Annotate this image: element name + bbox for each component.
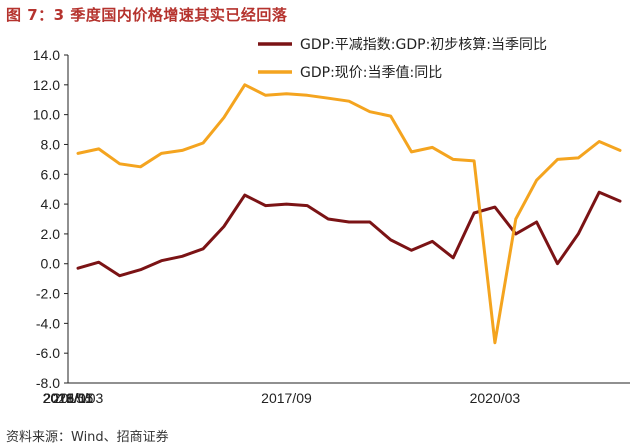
y-tick-label: 8.0 (41, 136, 61, 152)
y-tick-label: 6.0 (41, 166, 61, 182)
y-tick-label: 0.0 (41, 256, 61, 272)
figure-title: 图 7：3 季度国内价格增速其实已经回落 (6, 6, 288, 24)
source-note: 资料来源：Wind、招商证券 (6, 430, 169, 445)
x-tick-label: 2018/07 (43, 390, 94, 406)
y-tick-label: 4.0 (41, 196, 61, 212)
y-tick-label: -8.0 (36, 375, 60, 391)
chart-series (76, 83, 622, 345)
x-tick-label: 2021/01 (43, 390, 94, 406)
series-line-gdp-deflator (76, 190, 622, 278)
y-tick-label: -2.0 (36, 286, 60, 302)
x-tick-label: 2015/03 (53, 390, 104, 406)
legend-label: GDP:平减指数:GDP:初步核算:当季同比 (300, 36, 547, 53)
y-tick-label: -4.0 (36, 315, 60, 331)
x-tick-label: 2019/05 (43, 390, 94, 406)
y-tick-label: 12.0 (33, 77, 60, 93)
y-axis-ticks: 14.0 12.0 10.0 8.0 6.0 4.0 2.0 0.0 -2.0 -4.0 -6.0 -… (33, 47, 68, 391)
x-tick-label: 2020/03 (470, 390, 521, 406)
y-tick-label: 14.0 (33, 47, 60, 63)
legend-label: GDP:现价:当季值:同比 (300, 65, 442, 81)
chart-axes (67, 55, 630, 384)
x-tick-label: 2016/01 (43, 390, 94, 406)
y-tick-label: 2.0 (41, 226, 61, 242)
chart-legend: GDP:平减指数:GDP:初步核算:当季同比 GDP:现价:当季值:同比 (258, 36, 547, 81)
y-tick-label: 10.0 (33, 107, 60, 123)
x-tick-label: 2016/11 (43, 390, 93, 406)
series-line-gdp-current-price (76, 83, 622, 345)
x-tick-label: 2017/09 (261, 390, 312, 406)
y-tick-label: -6.0 (36, 345, 60, 361)
